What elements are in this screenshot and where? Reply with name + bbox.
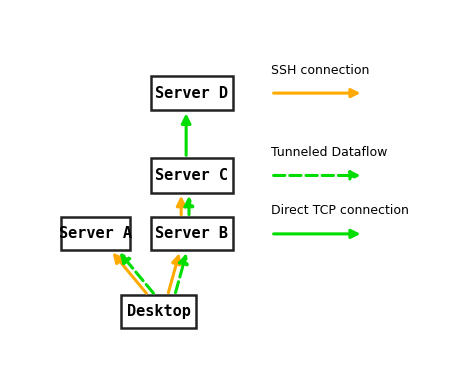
Text: Server A: Server A	[59, 226, 132, 242]
FancyBboxPatch shape	[61, 217, 130, 251]
Text: Desktop: Desktop	[127, 304, 190, 319]
Text: Server C: Server C	[155, 168, 228, 183]
FancyBboxPatch shape	[151, 76, 233, 110]
Text: Direct TCP connection: Direct TCP connection	[271, 204, 409, 217]
FancyBboxPatch shape	[151, 217, 233, 251]
FancyBboxPatch shape	[121, 295, 196, 328]
Text: Server D: Server D	[155, 86, 228, 101]
Text: SSH connection: SSH connection	[271, 64, 369, 77]
Text: Tunneled Dataflow: Tunneled Dataflow	[271, 146, 387, 159]
Text: Server B: Server B	[155, 226, 228, 242]
FancyBboxPatch shape	[151, 158, 233, 193]
